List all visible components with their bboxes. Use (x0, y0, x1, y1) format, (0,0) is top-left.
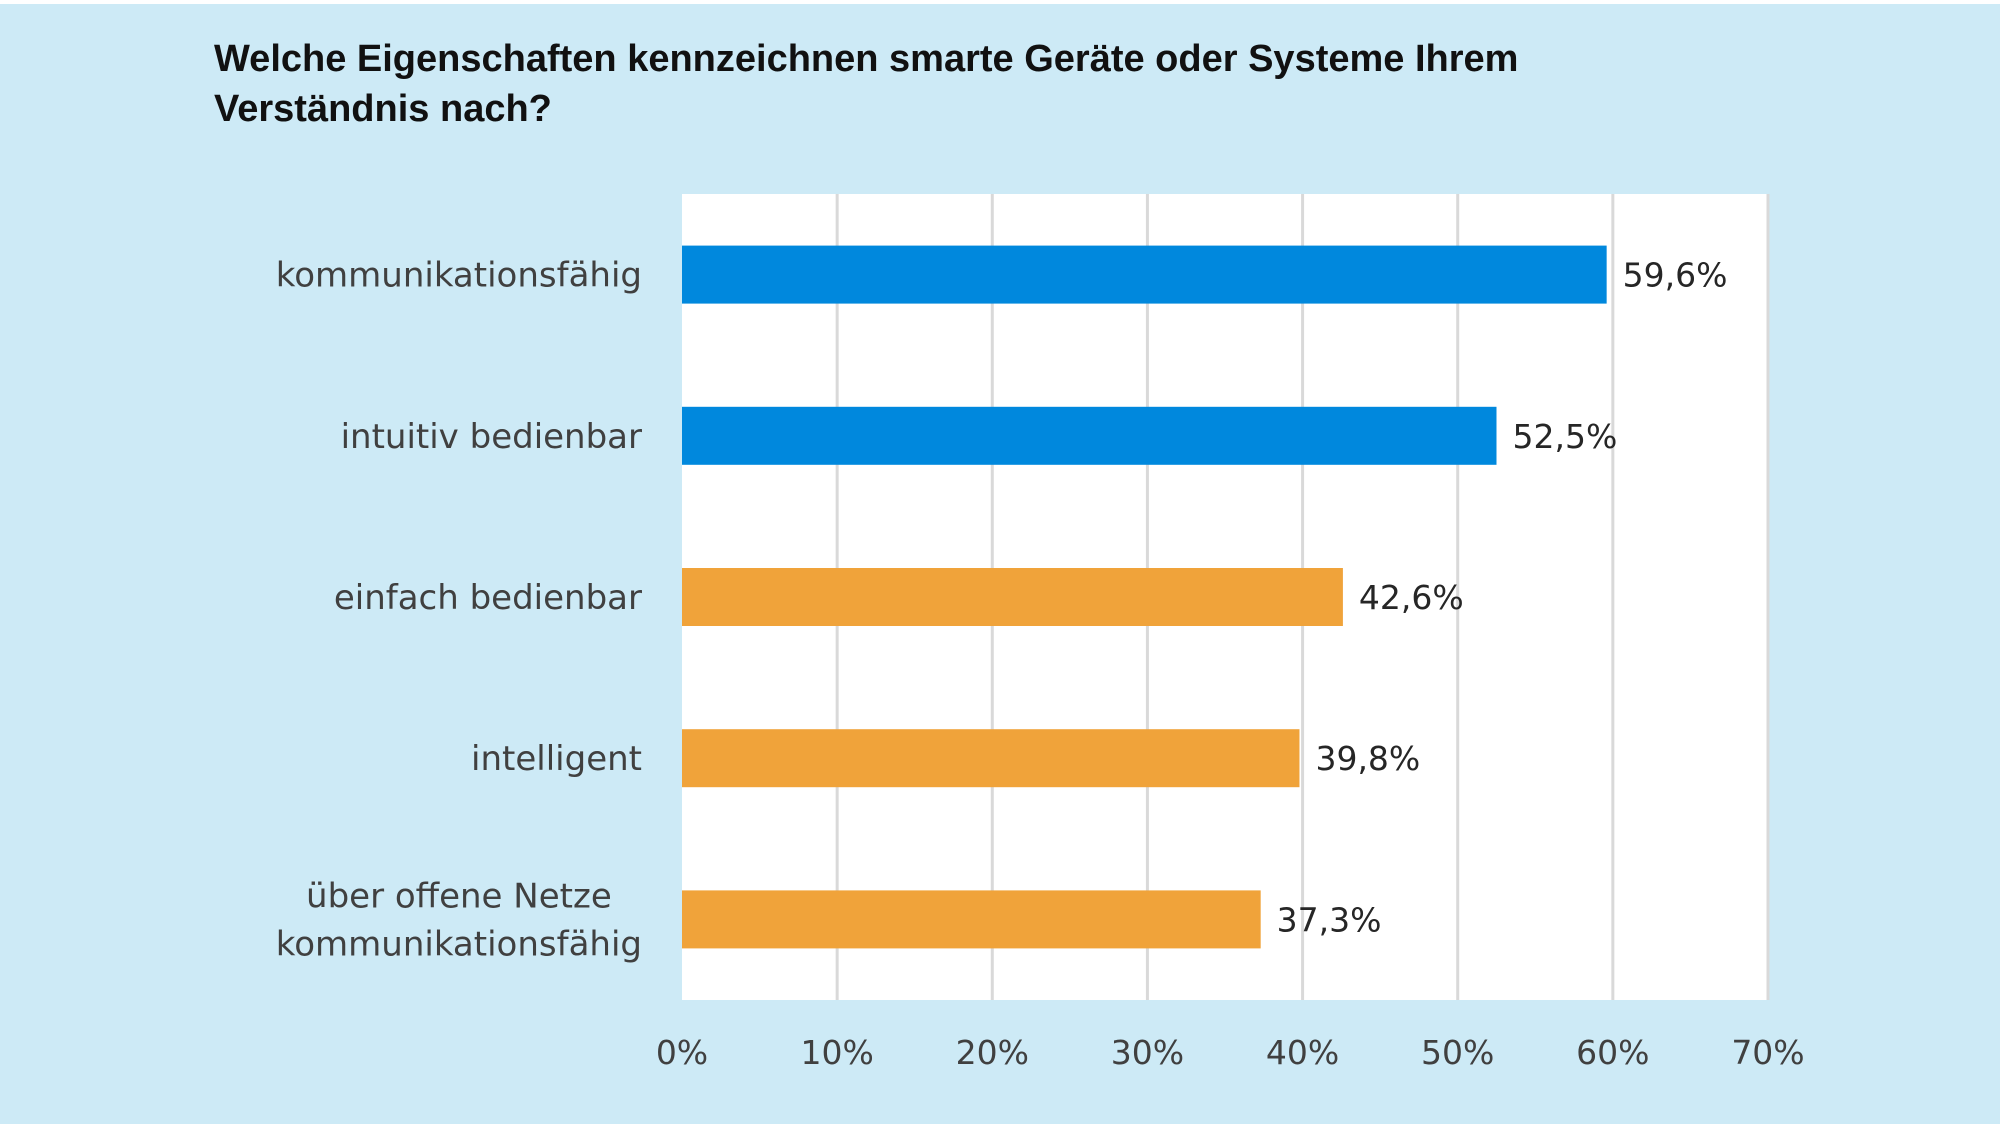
x-tick-label: 70% (1731, 1033, 1804, 1072)
data-label: 42,6% (1359, 578, 1464, 617)
bar (682, 245, 1607, 304)
data-label: 52,5% (1513, 417, 1618, 456)
category-label: über offene Netze (306, 876, 612, 916)
top-border (0, 0, 2000, 4)
data-label: 39,8% (1315, 739, 1420, 778)
bar (682, 568, 1343, 626)
bar (682, 729, 1300, 788)
chart-title-line-1: Welche Eigenschaften kennzeichnen smarte… (214, 38, 1519, 80)
category-label: intuitiv bedienbar (341, 417, 642, 457)
chart-title-line-2: Verständnis nach? (214, 88, 552, 130)
data-label: 59,6% (1623, 256, 1728, 295)
x-tick-label: 20% (956, 1033, 1029, 1072)
x-tick-label: 10% (800, 1033, 873, 1072)
x-tick-label: 0% (656, 1033, 708, 1072)
x-tick-label: 30% (1111, 1033, 1184, 1072)
category-label: kommunikationsfähig (276, 256, 642, 296)
x-tick-label: 50% (1421, 1033, 1494, 1072)
category-label: intelligent (471, 739, 642, 779)
bar (682, 406, 1497, 465)
category-label: kommunikationsfähig (276, 924, 642, 964)
bar (682, 890, 1261, 949)
chart-title: Welche Eigenschaften kennzeichnen smarte… (214, 34, 1774, 134)
category-label: einfach bedienbar (334, 578, 642, 618)
data-label: 37,3% (1277, 900, 1382, 939)
x-tick-label: 60% (1576, 1033, 1649, 1072)
x-tick-label: 40% (1266, 1033, 1339, 1072)
